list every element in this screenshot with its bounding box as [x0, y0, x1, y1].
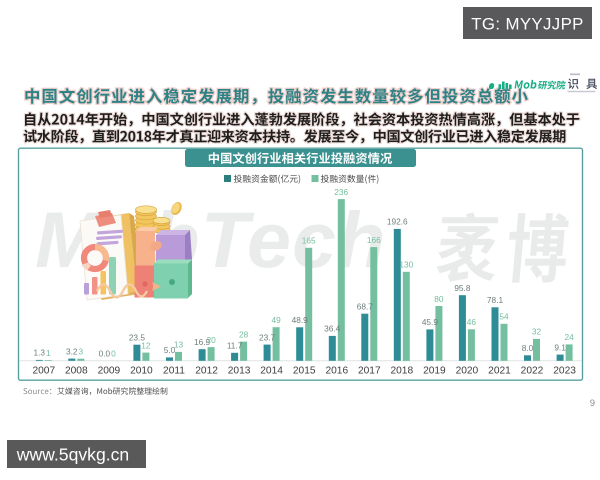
svg-text:20: 20: [206, 335, 216, 345]
svg-text:236: 236: [334, 187, 348, 197]
svg-text:3.2: 3.2: [66, 346, 78, 356]
svg-text:45.9: 45.9: [422, 317, 439, 327]
svg-text:23.7: 23.7: [259, 332, 276, 342]
svg-text:54: 54: [499, 312, 509, 322]
svg-text:2009: 2009: [98, 366, 121, 377]
svg-text:28: 28: [239, 329, 249, 339]
svg-text:2013: 2013: [228, 366, 251, 377]
svg-text:2010: 2010: [130, 366, 153, 377]
svg-text:95.8: 95.8: [454, 283, 471, 293]
svg-text:2019: 2019: [423, 366, 446, 377]
svg-text:2016: 2016: [325, 366, 348, 377]
svg-text:2017: 2017: [358, 366, 381, 377]
svg-text:80: 80: [434, 294, 444, 304]
svg-text:2015: 2015: [293, 366, 316, 377]
svg-text:0: 0: [111, 349, 116, 359]
svg-text:2020: 2020: [456, 366, 479, 377]
svg-text:8.0: 8.0: [522, 343, 534, 353]
svg-text:23.5: 23.5: [129, 333, 146, 343]
svg-text:78.1: 78.1: [487, 295, 504, 305]
svg-text:TG: MYYJJPP: TG: MYYJJPP: [471, 15, 584, 34]
svg-text:11.7: 11.7: [227, 341, 243, 351]
svg-text:68.7: 68.7: [357, 302, 374, 312]
svg-text:1: 1: [46, 348, 51, 358]
svg-text:2007: 2007: [32, 366, 55, 377]
svg-text:32: 32: [532, 327, 542, 337]
svg-text:www.5qvkg.cn: www.5qvkg.cn: [16, 445, 129, 465]
svg-text:9.1: 9.1: [554, 342, 566, 352]
svg-text:49: 49: [271, 315, 281, 325]
svg-text:2023: 2023: [553, 366, 576, 377]
svg-text:12: 12: [141, 340, 151, 350]
svg-text:13: 13: [174, 340, 184, 350]
svg-text:2014: 2014: [260, 366, 283, 377]
svg-text:16.9: 16.9: [194, 337, 211, 347]
svg-text:3: 3: [78, 347, 83, 357]
svg-text:166: 166: [367, 235, 381, 245]
svg-text:2018: 2018: [390, 366, 413, 377]
svg-text:0.0: 0.0: [99, 349, 111, 359]
svg-text:48.9: 48.9: [292, 315, 309, 325]
svg-text:5.0: 5.0: [164, 345, 176, 355]
svg-text:2021: 2021: [488, 366, 511, 377]
svg-text:130: 130: [399, 260, 413, 270]
svg-text:46: 46: [467, 317, 477, 327]
svg-text:2008: 2008: [65, 366, 88, 377]
svg-text:2012: 2012: [195, 366, 218, 377]
svg-text:165: 165: [302, 236, 316, 246]
svg-text:24: 24: [564, 332, 574, 342]
svg-text:9: 9: [590, 398, 595, 409]
svg-text:192.6: 192.6: [387, 217, 408, 227]
svg-text:1.3: 1.3: [34, 348, 46, 358]
svg-text:36.4: 36.4: [324, 324, 341, 334]
svg-text:2022: 2022: [521, 366, 544, 377]
svg-text:2011: 2011: [163, 366, 185, 377]
